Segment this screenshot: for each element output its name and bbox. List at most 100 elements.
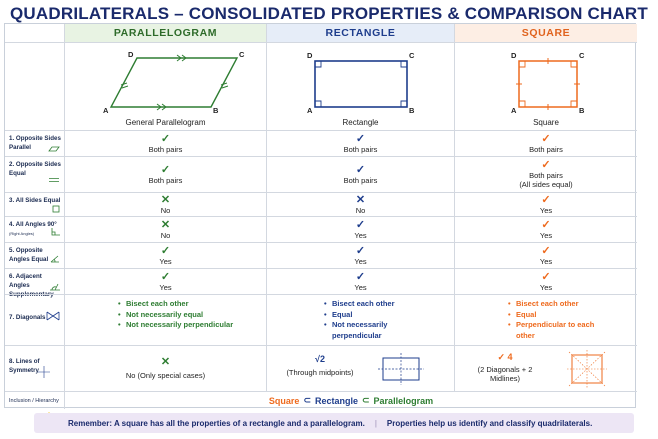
cell-value: Both pairs [343, 175, 378, 185]
parallelogram-diagram: A B C D [103, 50, 245, 115]
row-label: 5. Opposite Angles Equal [5, 243, 65, 268]
cell-value: (2 Diagonals + 2 Midlines) [477, 365, 533, 383]
shapes-row: A B C D General Parallelogram A B C D Re… [5, 42, 637, 130]
diagonals-icon [46, 311, 60, 321]
header-square: SQUARE [455, 24, 637, 42]
vertex-label-c: C [579, 51, 585, 60]
square-diagram: A B C D [511, 51, 585, 115]
check-icon: ✓ [541, 132, 551, 145]
row-label: 1. Opposite Sides Parallel [5, 131, 65, 156]
header-row: PARALLELOGRAM RECTANGLE SQUARE [5, 24, 637, 42]
property-row: 6. Adjacent Angles Supplementary ✓ Yes ✓ Y… [5, 268, 637, 298]
cell-value: Yes [539, 256, 553, 266]
footer-note: Remember: A square has all the propertie… [34, 413, 634, 433]
cell-value: Both pairs [148, 175, 183, 185]
check-icon: ✓ [160, 132, 171, 145]
cell-value: No [160, 205, 171, 215]
vertex-label-a: A [103, 106, 109, 115]
parallel-sides-icon [48, 146, 60, 152]
supplementary-angle-icon [50, 283, 60, 291]
vertex-label-d: D [511, 51, 517, 60]
row-label: 3. All Sides Equal [5, 193, 65, 216]
list-item: Equal [323, 310, 454, 321]
diagonals-row: 7. Diagonals Bisect each other Not neces… [5, 294, 637, 345]
check-icon: ✓ [355, 270, 366, 283]
property-row: 4. All Angles 90° (Right Angles) ✕ No ✓ Ye… [5, 216, 637, 242]
cell-value: Both pairs [148, 144, 183, 154]
equal-sides-icon [49, 178, 59, 182]
vertex-label-a: A [307, 106, 313, 115]
check-icon: ✓ [355, 244, 366, 257]
comparison-table: PARALLELOGRAM RECTANGLE SQUARE A B C D G… [4, 23, 637, 409]
cell-value: Both pairs [343, 144, 378, 154]
check-icon: ✓ [160, 270, 171, 283]
row-label: 4. All Angles 90° (Right Angles) [5, 217, 65, 242]
property-row: 5. Opposite Angles Equal ✓ Yes ✓ Yes ✓ Yes [5, 242, 637, 268]
diagonal-properties-list: Bisect each other Not necessarily equal … [117, 295, 266, 331]
cell-value: No [355, 205, 366, 215]
diagonal-properties-list: Bisect each other Equal Perpendicular to… [507, 295, 637, 341]
vertex-label-d: D [128, 50, 134, 59]
property-row: 2. Opposite Sides Equal ✓ Both pairs ✓ Bot… [5, 156, 637, 192]
parallelogram-name: General Parallelogram [125, 118, 206, 127]
square-sides-icon [52, 205, 60, 213]
footer-right-text: Properties help us identify and classify… [386, 418, 593, 428]
header-rectangle: RECTANGLE [267, 24, 455, 42]
list-item: Not necessarily perpendicular [323, 320, 423, 341]
row-label: 8. Lines of Symmetry [5, 346, 65, 391]
list-item: Bisect each other [323, 299, 454, 310]
cell-value: Yes [539, 205, 553, 215]
list-item: Not necessarily equal [117, 310, 266, 321]
hierarchy-row: Inclusion / Hierarchy Square ⊂ Rectangle… [5, 391, 637, 409]
rectangle-symmetry-diagram [378, 353, 424, 385]
check-icon: ✓ [541, 270, 551, 283]
check-icon: ✓ [541, 218, 551, 231]
row-label: Inclusion / Hierarchy [5, 392, 65, 409]
cell-value: Yes [159, 282, 172, 292]
header-parallelogram: PARALLELOGRAM [65, 24, 267, 42]
cell-value: Both pairs [529, 171, 563, 180]
row-label: 6. Adjacent Angles Supplementary [5, 269, 65, 298]
cell-value: Yes [354, 230, 367, 240]
vertex-label-c: C [239, 50, 245, 59]
list-item: Equal [507, 310, 637, 321]
cross-icon: ✕ [355, 193, 366, 206]
rectangle-name: Rectangle [342, 118, 379, 127]
check-icon: ✓ [541, 244, 551, 257]
cell-value: Yes [539, 230, 553, 240]
hierarchy-chain: Square ⊂ Rectangle ⊂ Parallelogram [268, 395, 434, 406]
check-icon: ✓ [355, 163, 366, 176]
cell-value: No (Only special cases) [125, 371, 206, 380]
check-icon: ✓ [541, 159, 551, 171]
cell-value: No [160, 230, 171, 240]
property-row: 3. All Sides Equal ✕ No ✕ No ✓ Yes [5, 192, 637, 216]
angle-icon [50, 255, 59, 263]
square-name: Square [533, 118, 559, 127]
cell-note: (All sides equal) [519, 180, 573, 189]
page-title: QUADRILATERALS – CONSOLIDATED PROPERTIES… [10, 4, 648, 23]
cross-icon: ✕ [160, 356, 171, 368]
row-label: 7. Diagonals [5, 295, 65, 345]
footer-left-text: Remember: A square has all the propertie… [68, 418, 365, 428]
vertex-label-b: B [579, 106, 585, 115]
list-item: Not necessarily perpendicular [117, 320, 266, 331]
right-angle-icon [51, 228, 60, 236]
rectangle-diagram: A B C D [307, 51, 415, 115]
symmetry-count: √2 [315, 354, 325, 364]
square-symmetry-diagram [567, 350, 607, 388]
list-item: Perpendicular to each other [507, 320, 597, 341]
cell-value: Yes [159, 256, 172, 266]
symmetry-icon [38, 366, 50, 378]
cell-value: Yes [354, 256, 367, 266]
cell-value: Both pairs [529, 144, 563, 154]
cross-icon: ✕ [160, 218, 171, 231]
header-corner [5, 24, 65, 42]
vertex-label-a: A [511, 106, 517, 115]
cross-icon: ✕ [160, 193, 171, 206]
vertex-label-c: C [409, 51, 415, 60]
vertex-label-d: D [307, 51, 313, 60]
rectangle-figure-cell: A B C D Rectangle [267, 43, 455, 130]
list-item: Bisect each other [117, 299, 266, 310]
diagonal-properties-list: Bisect each other Equal Not necessarily … [323, 295, 454, 341]
vertex-label-b: B [213, 106, 219, 115]
